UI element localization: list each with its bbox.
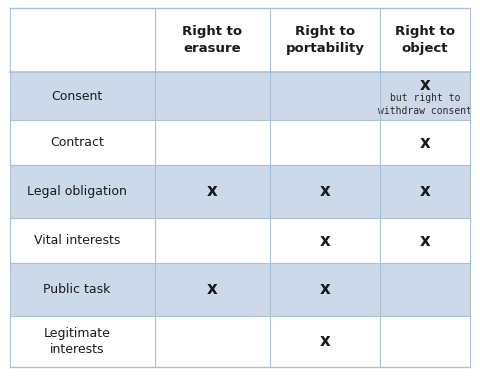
- Text: x: x: [320, 231, 330, 250]
- Bar: [10, 8, 470, 72]
- Text: x: x: [320, 280, 330, 299]
- Bar: [10, 120, 470, 165]
- Text: but right to
withdraw consent: but right to withdraw consent: [378, 93, 472, 116]
- Text: Right to
object: Right to object: [395, 25, 455, 55]
- Text: x: x: [420, 133, 431, 152]
- Text: Consent: Consent: [51, 89, 103, 103]
- Text: Legal obligation: Legal obligation: [27, 185, 127, 198]
- Text: x: x: [206, 182, 217, 201]
- Bar: [10, 72, 470, 120]
- Text: Right to
portability: Right to portability: [286, 25, 364, 55]
- Text: x: x: [420, 182, 431, 201]
- Bar: [10, 263, 470, 316]
- Text: Contract: Contract: [50, 136, 104, 149]
- Text: Right to
erasure: Right to erasure: [182, 25, 242, 55]
- Text: x: x: [206, 280, 217, 299]
- Bar: [10, 316, 470, 367]
- Text: Vital interests: Vital interests: [34, 234, 120, 247]
- Text: x: x: [320, 182, 330, 201]
- Bar: [10, 165, 470, 218]
- Text: x: x: [420, 231, 431, 250]
- Text: Legitimate
interests: Legitimate interests: [44, 327, 110, 356]
- Bar: [10, 218, 470, 263]
- Text: x: x: [320, 333, 330, 351]
- Text: Public task: Public task: [43, 283, 111, 296]
- Text: x: x: [420, 77, 431, 95]
